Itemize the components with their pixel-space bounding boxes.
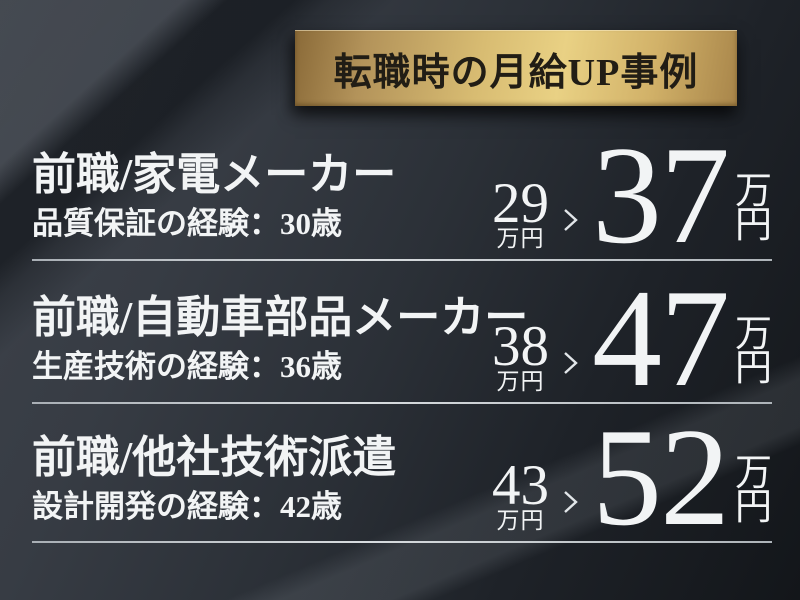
salary-after-value: 52 [592, 400, 730, 555]
salary-before: 38 万円 [492, 315, 549, 394]
experience-text: 品質保証の経験：30歳 [32, 206, 342, 241]
salary-change: 38 万円 47 万 円 [492, 261, 772, 416]
salary-after-unit: 万 円 [735, 314, 772, 389]
experience-text: 生産技術の経験：36歳 [32, 349, 342, 384]
salary-after-unit: 万 円 [735, 171, 772, 246]
job-info: 前職/他社技術派遣 設計開発の経験：42歳 [32, 433, 397, 524]
job-info: 前職/家電メーカー 品質保証の経験：30歳 [32, 150, 397, 241]
salary-after-unit: 万 円 [735, 453, 772, 528]
arrow-right-icon [564, 352, 578, 374]
unit-bottom: 円 [735, 205, 772, 246]
salary-after-value: 37 [592, 118, 730, 273]
salary-before-unit: 万円 [496, 226, 545, 251]
divider-line [32, 259, 772, 261]
previous-job-title: 前職/他社技術派遣 [32, 433, 397, 482]
salary-before-unit: 万円 [496, 369, 545, 394]
unit-bottom: 円 [735, 487, 772, 528]
divider-line [32, 402, 772, 404]
job-info: 前職/自動車部品メーカー 生産技術の経験：36歳 [32, 293, 529, 384]
divider-line [32, 541, 772, 543]
unit-top: 万 [735, 314, 772, 355]
salary-change: 43 万円 52 万 円 [492, 400, 772, 555]
salary-before: 43 万円 [492, 454, 549, 533]
case-row-2: 前職/自動車部品メーカー 生産技術の経験：36歳 38 万円 47 万 円 [0, 261, 800, 416]
unit-bottom: 円 [735, 348, 772, 389]
arrow-right-icon [564, 209, 578, 231]
salary-after-value: 47 [592, 261, 730, 416]
arrow-right-icon [564, 491, 578, 513]
experience-text: 設計開発の経験：42歳 [32, 489, 342, 524]
salary-before-value: 38 [492, 315, 549, 378]
unit-top: 万 [735, 453, 772, 494]
previous-job-title: 前職/自動車部品メーカー [32, 293, 529, 342]
case-row-1: 前職/家電メーカー 品質保証の経験：30歳 29 万円 37 万 円 [0, 118, 800, 273]
unit-top: 万 [735, 171, 772, 212]
salary-before-value: 43 [492, 454, 549, 517]
page-title: 転職時の月給UP事例 [333, 51, 699, 94]
salary-before-value: 29 [492, 172, 549, 235]
previous-job-title: 前職/家電メーカー [32, 150, 397, 199]
case-row-3: 前職/他社技術派遣 設計開発の経験：42歳 43 万円 52 万 円 [0, 400, 800, 555]
salary-before-unit: 万円 [496, 508, 545, 533]
salary-change: 29 万円 37 万 円 [492, 118, 772, 273]
salary-before: 29 万円 [492, 172, 549, 251]
title-banner: 転職時の月給UP事例 [295, 30, 737, 106]
